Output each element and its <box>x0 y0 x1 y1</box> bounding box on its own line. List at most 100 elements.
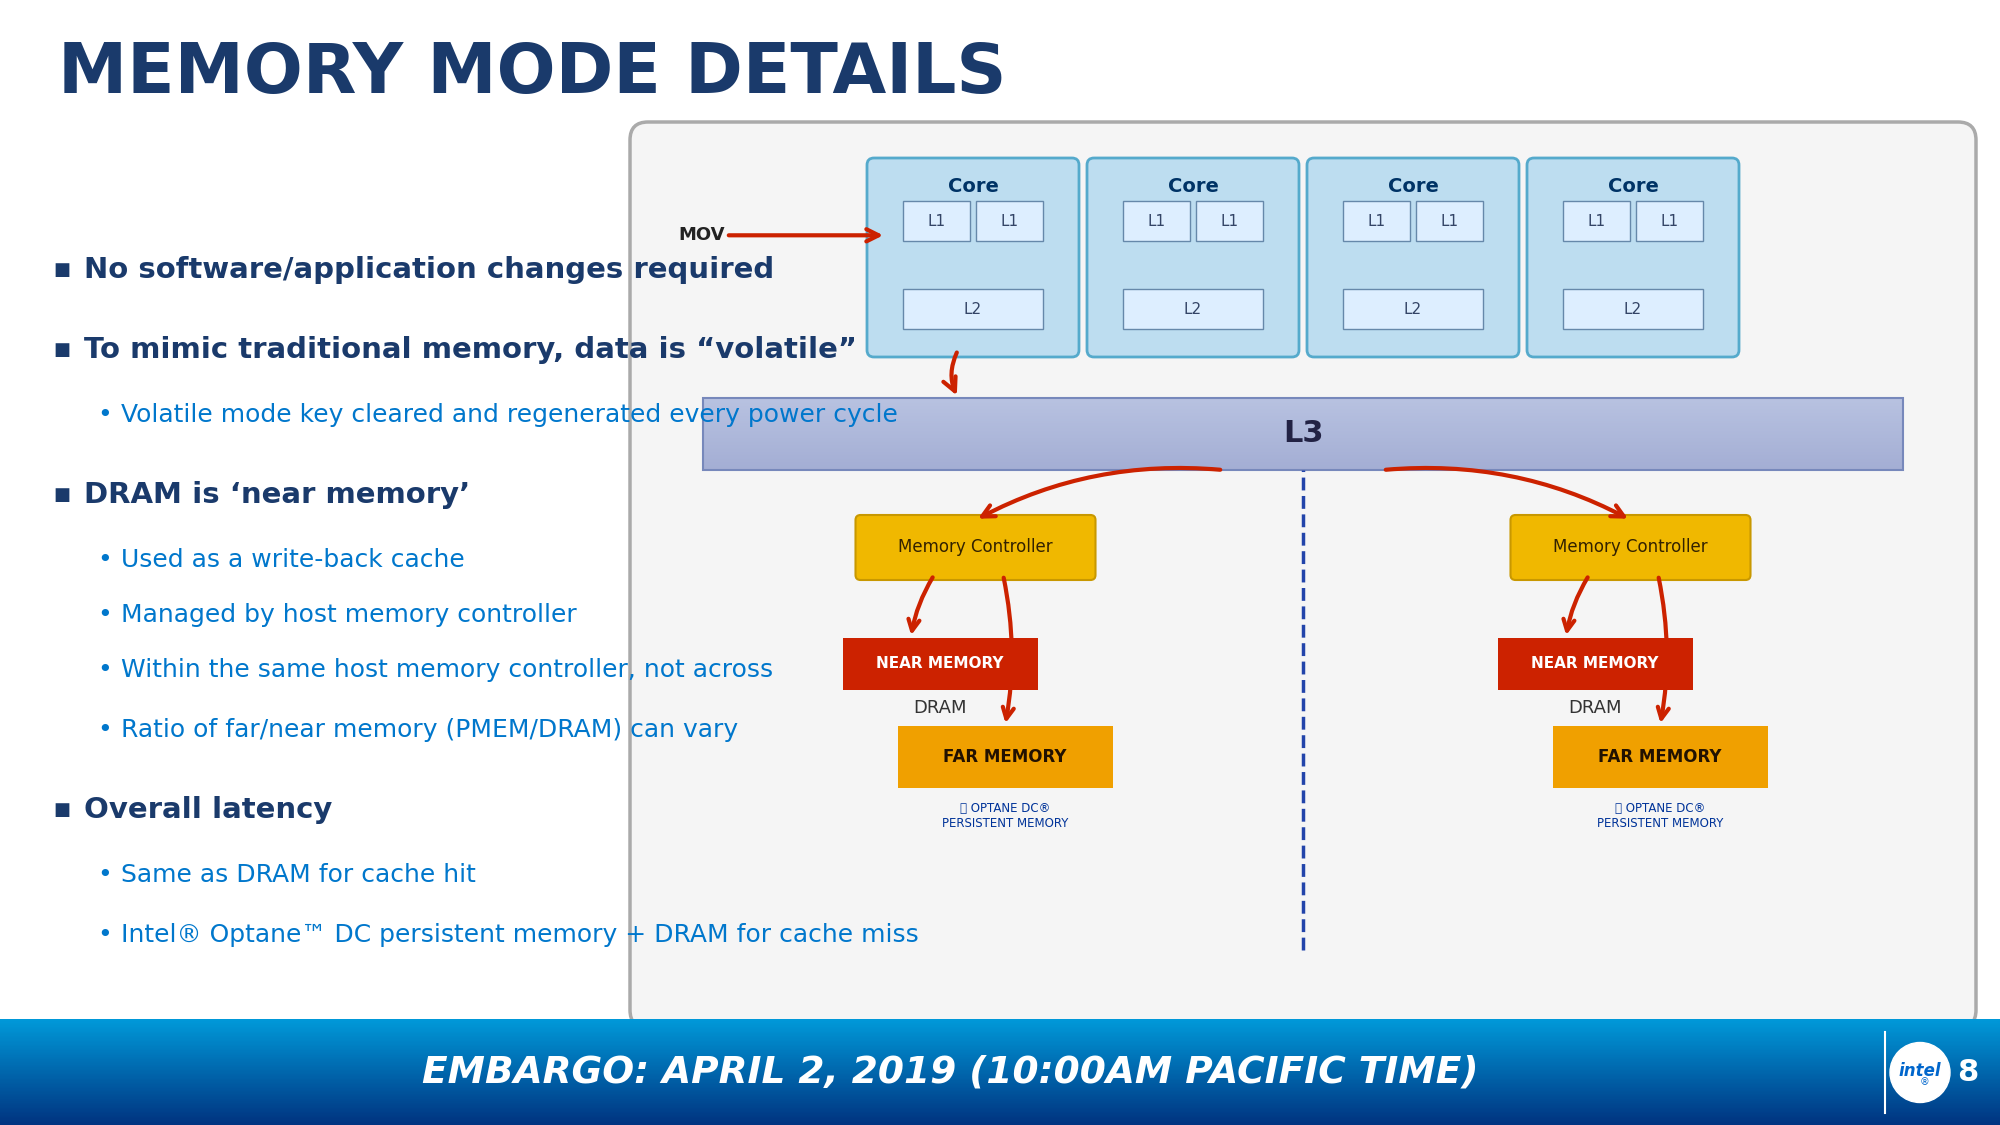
Text: Core: Core <box>1388 178 1438 197</box>
FancyBboxPatch shape <box>1124 201 1190 241</box>
FancyBboxPatch shape <box>1124 289 1264 328</box>
Bar <box>704 435 1904 436</box>
Text: Volatile mode key cleared and regenerated every power cycle: Volatile mode key cleared and regenerate… <box>120 403 898 428</box>
Bar <box>0 1027 2000 1029</box>
Text: To mimic traditional memory, data is “volatile”: To mimic traditional memory, data is “vo… <box>84 336 856 364</box>
Text: Memory Controller: Memory Controller <box>1554 539 1708 557</box>
Bar <box>0 1061 2000 1063</box>
Bar <box>0 1069 2000 1071</box>
Bar <box>0 1086 2000 1088</box>
Bar <box>704 423 1904 425</box>
FancyBboxPatch shape <box>1308 158 1520 357</box>
Bar <box>704 447 1904 449</box>
Text: 8: 8 <box>1958 1058 1978 1087</box>
Bar <box>0 1071 2000 1073</box>
Bar <box>704 457 1904 459</box>
Text: Core: Core <box>1168 178 1218 197</box>
Bar <box>0 1036 2000 1038</box>
Bar <box>0 1054 2000 1056</box>
Bar <box>0 1114 2000 1116</box>
Bar <box>0 1063 2000 1066</box>
Bar <box>0 1045 2000 1047</box>
Bar <box>0 1066 2000 1069</box>
Text: ®: ® <box>1920 1078 1930 1088</box>
Text: DRAM is ‘near memory’: DRAM is ‘near memory’ <box>84 482 470 508</box>
Bar <box>704 458 1904 460</box>
Text: DRAM: DRAM <box>1568 699 1622 717</box>
Bar <box>704 467 1904 468</box>
Text: L2: L2 <box>1184 302 1202 316</box>
Bar <box>0 1050 2000 1052</box>
Bar <box>0 1024 2000 1026</box>
Text: Overall latency: Overall latency <box>84 796 332 824</box>
Bar <box>0 1020 2000 1023</box>
FancyBboxPatch shape <box>1564 289 1704 328</box>
Bar <box>704 425 1904 426</box>
Text: FAR MEMORY: FAR MEMORY <box>944 748 1066 766</box>
Bar <box>0 1090 2000 1092</box>
Text: L1: L1 <box>928 214 946 228</box>
Bar <box>0 1022 2000 1024</box>
Text: Within the same host memory controller, not across: Within the same host memory controller, … <box>120 658 774 682</box>
Bar <box>704 438 1904 440</box>
Bar <box>0 1058 2000 1060</box>
Text: Managed by host memory controller: Managed by host memory controller <box>120 603 576 627</box>
Bar <box>0 1118 2000 1120</box>
Bar <box>704 446 1904 447</box>
Text: L2: L2 <box>1404 302 1422 316</box>
Bar <box>0 1095 2000 1098</box>
FancyBboxPatch shape <box>1196 201 1264 241</box>
Bar <box>0 1123 2000 1125</box>
Bar <box>0 1102 2000 1105</box>
FancyBboxPatch shape <box>1088 158 1300 357</box>
Text: Same as DRAM for cache hit: Same as DRAM for cache hit <box>120 863 476 886</box>
FancyBboxPatch shape <box>856 515 1096 580</box>
Bar <box>704 428 1904 430</box>
Text: ■: ■ <box>54 261 70 279</box>
Bar <box>0 1055 2000 1058</box>
Text: EMBARGO: APRIL 2, 2019 (10:00AM PACIFIC TIME): EMBARGO: APRIL 2, 2019 (10:00AM PACIFIC … <box>422 1054 1478 1090</box>
Text: •: • <box>98 718 112 742</box>
Bar <box>0 1053 2000 1055</box>
Bar <box>0 1052 2000 1054</box>
Bar <box>1498 638 1692 690</box>
Text: ⓘ OPTANE DC®
PERSISTENT MEMORY: ⓘ OPTANE DC® PERSISTENT MEMORY <box>942 802 1068 830</box>
Bar <box>0 1087 2000 1089</box>
Bar <box>0 1099 2000 1101</box>
Bar <box>0 1109 2000 1112</box>
Text: L1: L1 <box>1220 214 1238 228</box>
Text: •: • <box>98 403 112 428</box>
Bar <box>704 400 1904 403</box>
Bar <box>0 1032 2000 1035</box>
Bar <box>704 410 1904 411</box>
Bar <box>0 1044 2000 1046</box>
Bar <box>0 1030 2000 1033</box>
Bar <box>0 1062 2000 1064</box>
Bar <box>704 452 1904 454</box>
Text: No software/application changes required: No software/application changes required <box>84 256 774 284</box>
Text: ⓘ OPTANE DC®
PERSISTENT MEMORY: ⓘ OPTANE DC® PERSISTENT MEMORY <box>1596 802 1724 830</box>
Bar <box>704 468 1904 470</box>
Text: Core: Core <box>1608 178 1658 197</box>
Text: MOV: MOV <box>678 226 724 244</box>
Bar <box>0 1079 2000 1082</box>
Bar <box>0 1076 2000 1078</box>
Bar <box>0 1047 2000 1051</box>
Bar <box>0 1092 2000 1095</box>
Bar <box>704 416 1904 418</box>
Bar <box>898 726 1112 787</box>
Bar <box>0 1029 2000 1032</box>
Bar <box>704 399 1904 400</box>
Bar <box>0 1040 2000 1042</box>
Text: L1: L1 <box>1368 214 1386 228</box>
Bar <box>704 429 1904 431</box>
Bar <box>704 459 1904 461</box>
Bar <box>0 1116 2000 1118</box>
Bar <box>704 436 1904 439</box>
Bar <box>0 1100 2000 1102</box>
Circle shape <box>1890 1043 1950 1102</box>
Text: L1: L1 <box>1588 214 1606 228</box>
Bar <box>0 1097 2000 1099</box>
Bar <box>0 1082 2000 1084</box>
Text: intel: intel <box>1898 1062 1942 1080</box>
